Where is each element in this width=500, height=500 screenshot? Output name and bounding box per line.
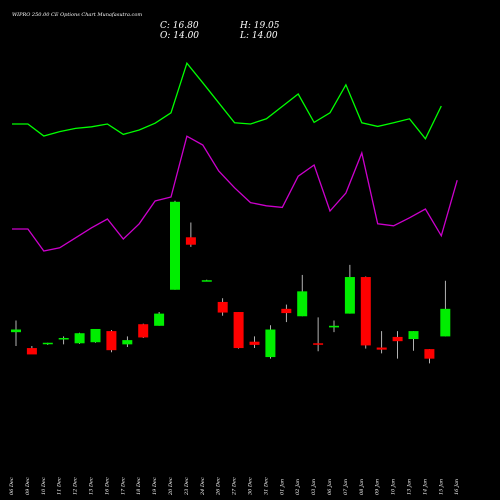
- x-tick-label: 18 Dec: [136, 477, 142, 495]
- green-line-path: [12, 61, 442, 141]
- x-tick-label: 30 Dec: [248, 477, 254, 495]
- candle: [233, 312, 244, 349]
- candle: [170, 200, 180, 290]
- x-tick-label: 23 Dec: [184, 477, 190, 496]
- high-readout: H: 19.05: [239, 21, 280, 31]
- candle-body-down: [249, 341, 260, 345]
- x-tick-label: 13 Jan: [407, 479, 413, 495]
- candle: [122, 336, 133, 347]
- candle: [217, 298, 228, 316]
- candle: [42, 342, 53, 345]
- candle-body-down: [26, 348, 37, 355]
- candle-body-up: [440, 308, 451, 337]
- candle-body-up: [74, 333, 85, 344]
- x-tick-label: 06 Jan: [327, 479, 333, 495]
- candle-body-down: [106, 331, 117, 351]
- x-tick-label: 14 Jan: [422, 479, 428, 495]
- x-tick-label: 16 Dec: [104, 477, 110, 495]
- candle: [392, 331, 403, 359]
- candles: [11, 200, 451, 364]
- open-readout: O: 14.00: [160, 31, 199, 41]
- x-tick-label: 10 Jan: [391, 479, 397, 495]
- candle: [440, 280, 451, 337]
- candle: [90, 328, 101, 343]
- candle-body-down: [313, 343, 324, 345]
- candle: [344, 264, 355, 314]
- candle: [154, 312, 165, 326]
- candle: [297, 274, 308, 317]
- candle-body-up: [344, 277, 355, 314]
- x-tick-label: 20 Dec: [168, 477, 174, 496]
- x-tick-label: 19 Dec: [152, 477, 158, 495]
- candle: [138, 323, 149, 338]
- candle-body-up: [90, 328, 101, 343]
- x-tick-label: 11 Dec: [57, 477, 63, 495]
- x-tick-label: 17 Dec: [120, 477, 126, 495]
- candle: [201, 279, 212, 282]
- candle: [106, 330, 117, 353]
- candle: [11, 320, 21, 346]
- x-tick-label: 15 Jan: [438, 479, 444, 495]
- chart-title: WIPRO 250.00 CE Options Chart Munafasutr…: [12, 12, 142, 18]
- x-tick-label: 26 Dec: [216, 477, 222, 496]
- candle-body-up: [297, 291, 308, 317]
- x-tick-label: 08 Jan: [359, 479, 365, 495]
- purple-indicator-line: [12, 135, 458, 252]
- candle: [408, 331, 419, 351]
- x-tick-label: 24 Dec: [200, 477, 206, 496]
- candle-body-down: [233, 312, 244, 349]
- candle-body-down: [424, 349, 435, 359]
- candle: [281, 304, 292, 323]
- x-tick-label: 13 Dec: [89, 477, 95, 495]
- candle-body-up: [42, 342, 53, 345]
- candle-body-down: [138, 324, 149, 338]
- candle: [185, 222, 196, 247]
- candle-body-up: [122, 340, 133, 345]
- candle: [265, 325, 276, 359]
- candle: [249, 336, 260, 349]
- candle-body-up: [408, 331, 419, 340]
- x-tick-label: 02 Jan: [295, 479, 301, 495]
- candle-body-down: [217, 301, 228, 313]
- candle-body-down: [392, 336, 403, 342]
- x-tick-label: 07 Jan: [343, 479, 349, 495]
- candle-body-down: [360, 277, 371, 346]
- x-tick-label: 09 Dec: [25, 477, 31, 495]
- candle-body-down: [281, 308, 292, 314]
- candle: [424, 349, 435, 364]
- x-tick-label: 01 Jan: [279, 479, 285, 495]
- low-readout: L: 14.00: [239, 31, 278, 41]
- x-tick-label: 27 Dec: [232, 477, 238, 496]
- candle: [26, 345, 37, 355]
- candle-body-down: [185, 237, 196, 245]
- candle-body-up: [154, 313, 165, 326]
- x-tick-label: 12 Dec: [73, 477, 79, 495]
- x-tick-label: 10 Dec: [41, 477, 47, 495]
- candle-body-up: [265, 329, 276, 358]
- candle-body-up: [11, 329, 21, 333]
- close-readout: C: 16.80: [160, 21, 199, 31]
- x-tick-label: 16 Jan: [454, 479, 460, 495]
- candle: [376, 331, 387, 354]
- purple-line-path: [12, 135, 458, 252]
- candle: [360, 276, 371, 349]
- candle-body-up: [58, 337, 69, 340]
- candle-body-up: [170, 201, 180, 290]
- candle-body-down: [376, 347, 387, 350]
- x-axis-labels: 06 Dec 09 Dec 10 Dec 11 Dec 12 Dec 13 Dec 16 D…: [9, 477, 460, 496]
- green-indicator-line: [12, 61, 442, 141]
- x-tick-label: 09 Jan: [375, 479, 381, 495]
- candle-body-up: [329, 325, 339, 328]
- x-tick-label: 03 Jan: [311, 479, 317, 495]
- candle-body-up: [201, 280, 212, 282]
- candle: [58, 336, 69, 345]
- x-tick-label: 06 Dec: [9, 477, 15, 495]
- candle: [74, 332, 85, 344]
- candle: [313, 317, 324, 352]
- x-tick-label: 31 Dec: [263, 477, 269, 495]
- candle: [329, 320, 339, 333]
